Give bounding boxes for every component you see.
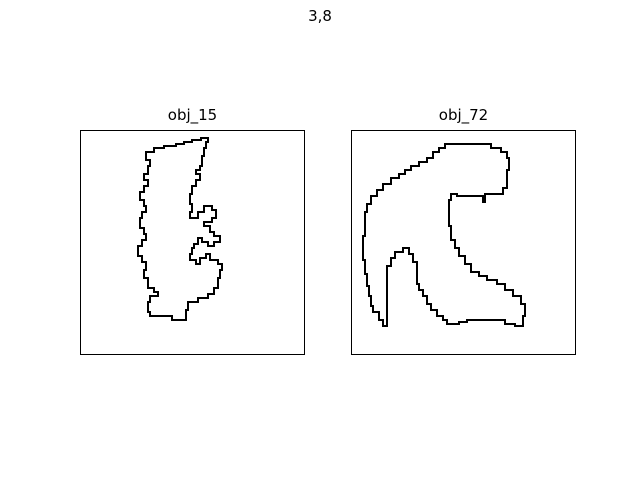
shape-outline-obj-72 bbox=[362, 143, 526, 327]
panel-title-left: obj_15 bbox=[167, 106, 218, 124]
panel-frame-right bbox=[351, 130, 576, 355]
figure-suptitle: 3,8 bbox=[308, 7, 332, 25]
panel-obj-15: obj_15 bbox=[80, 106, 305, 355]
shape-outline-obj-15 bbox=[137, 137, 223, 321]
panel-frame-left bbox=[80, 130, 305, 355]
panel-title-right: obj_72 bbox=[438, 106, 489, 124]
panel-canvas-left bbox=[80, 130, 305, 355]
panel-canvas-right bbox=[351, 130, 576, 355]
panel-obj-72: obj_72 bbox=[351, 106, 576, 355]
